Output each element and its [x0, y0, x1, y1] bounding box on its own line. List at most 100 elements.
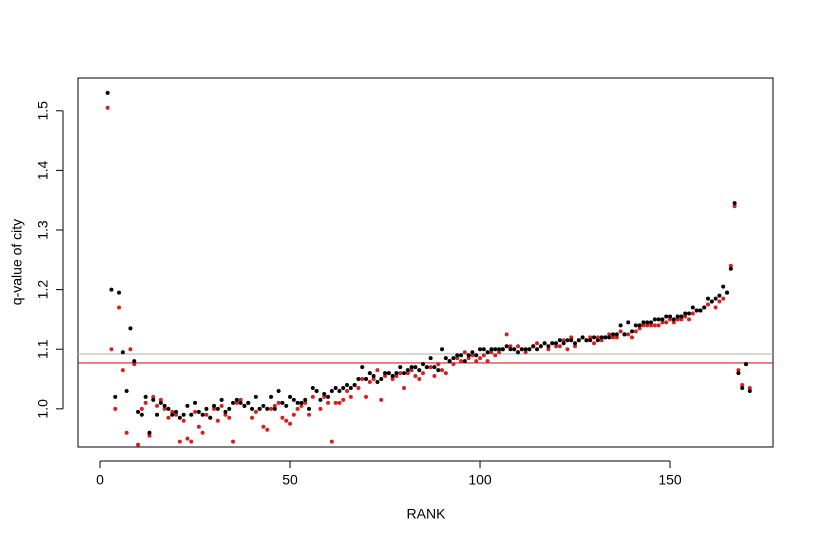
data-point: [690, 305, 695, 310]
data-point: [584, 338, 589, 343]
data-point: [383, 371, 388, 376]
data-point: [227, 406, 232, 411]
data-point: [424, 365, 429, 370]
data-point: [124, 388, 129, 393]
data-point: [105, 90, 110, 95]
data-point: [599, 335, 604, 340]
data-point: [721, 284, 726, 289]
data-point: [626, 320, 631, 325]
data-point: [231, 439, 236, 444]
data-point: [459, 359, 464, 364]
data-point: [390, 374, 395, 379]
data-point: [181, 412, 186, 417]
data-point: [326, 394, 331, 399]
data-point: [671, 317, 676, 322]
data-point: [386, 371, 391, 376]
data-point: [603, 335, 608, 340]
data-point: [694, 308, 699, 313]
data-point: [405, 371, 410, 376]
data-point: [740, 383, 745, 388]
data-point: [128, 347, 133, 352]
x-tick-label: 50: [282, 472, 298, 488]
data-point: [212, 403, 217, 408]
data-point: [428, 356, 433, 361]
data-point: [626, 332, 631, 337]
data-point: [250, 415, 255, 420]
data-point: [269, 394, 274, 399]
data-point: [390, 377, 395, 382]
data-point: [489, 347, 494, 352]
y-axis-label: q-value of city: [9, 219, 25, 305]
data-point: [147, 433, 152, 438]
y-tick-label: 1.4: [35, 160, 51, 180]
data-point: [276, 400, 281, 405]
data-point: [170, 409, 175, 414]
data-point: [147, 430, 152, 435]
data-point: [474, 353, 479, 358]
data-point: [519, 347, 524, 352]
data-point: [675, 314, 680, 319]
data-point: [725, 290, 730, 295]
data-point: [504, 332, 509, 337]
data-point: [314, 388, 319, 393]
data-point: [303, 397, 308, 402]
data-point: [337, 400, 342, 405]
data-point: [508, 344, 513, 349]
data-point: [706, 302, 711, 307]
data-point: [299, 400, 304, 405]
data-point: [447, 359, 452, 364]
data-point: [440, 347, 445, 352]
data-point: [295, 406, 300, 411]
data-point: [326, 400, 331, 405]
data-point: [535, 341, 540, 346]
data-point: [614, 335, 619, 340]
data-point: [664, 314, 669, 319]
data-point: [345, 388, 350, 393]
data-point: [630, 329, 635, 334]
data-point: [238, 400, 243, 405]
data-point: [405, 368, 410, 373]
data-point: [364, 394, 369, 399]
data-point: [360, 377, 365, 382]
y-tick-label: 1.1: [35, 339, 51, 359]
data-point: [417, 368, 422, 373]
data-point: [242, 403, 247, 408]
data-point: [595, 335, 600, 340]
data-point: [295, 400, 300, 405]
data-point: [557, 344, 562, 349]
data-point: [227, 415, 232, 420]
data-point: [272, 406, 277, 411]
data-point: [421, 371, 426, 376]
data-point: [299, 403, 304, 408]
plot-frame: [77, 77, 774, 448]
data-point: [512, 347, 517, 352]
data-point: [409, 365, 414, 370]
data-point: [561, 341, 566, 346]
data-point: [109, 287, 114, 292]
data-point: [371, 377, 376, 382]
data-point: [223, 412, 228, 417]
data-point: [341, 397, 346, 402]
data-point: [329, 388, 334, 393]
data-point: [527, 347, 532, 352]
data-point: [204, 406, 209, 411]
data-point: [656, 323, 661, 328]
data-point: [120, 350, 125, 355]
data-point: [747, 385, 752, 390]
data-point: [736, 368, 741, 373]
plot-area: [78, 90, 773, 447]
y-tick-label: 1.5: [35, 101, 51, 121]
data-point: [310, 385, 315, 390]
data-point: [177, 439, 182, 444]
data-point: [250, 406, 255, 411]
data-point: [466, 356, 471, 361]
data-point: [398, 365, 403, 370]
data-point: [364, 377, 369, 382]
data-point: [162, 403, 167, 408]
data-point: [276, 388, 281, 393]
data-point: [500, 347, 505, 352]
data-point: [219, 397, 224, 402]
y-tick-label: 1.2: [35, 280, 51, 300]
data-point: [155, 403, 160, 408]
data-point: [185, 436, 190, 441]
